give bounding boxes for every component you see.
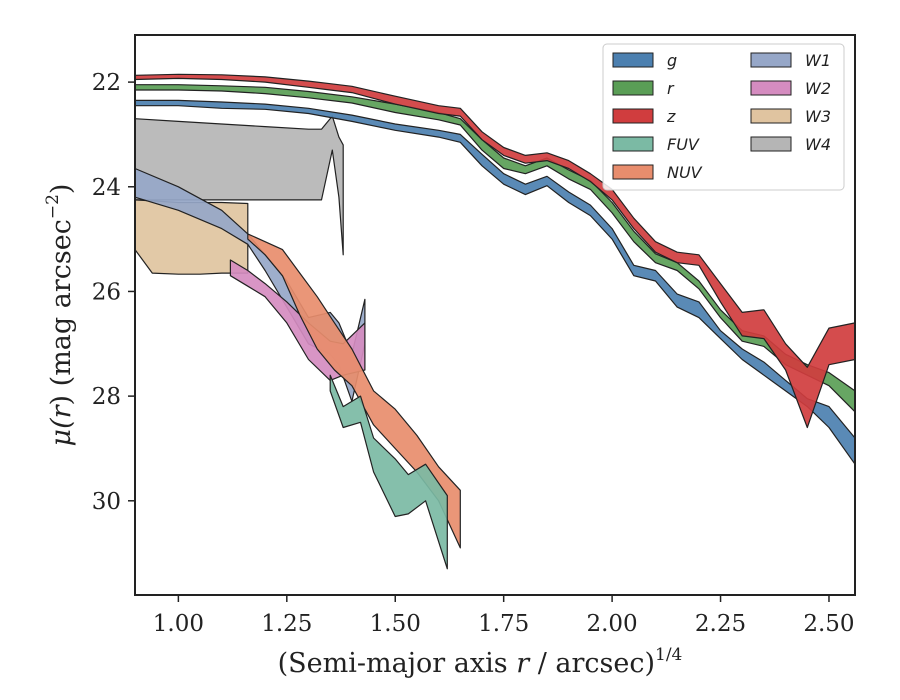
y-tick-label: 26 — [92, 279, 121, 305]
legend-swatch-nuv — [612, 164, 654, 180]
x-tick-label: 1.50 — [370, 611, 421, 637]
x-axis-label-power: 1/4 — [655, 645, 682, 665]
plot-frame — [134, 34, 856, 596]
x-tick-label: 2.00 — [586, 611, 637, 637]
legend-swatch-g — [612, 52, 654, 68]
legend: grz FUV NUV W1 W2 W3 W4 — [602, 43, 845, 191]
y-axis-label-pre: μ( — [46, 417, 77, 447]
y-axis-ticks: 22 24 26 28 30 — [92, 70, 135, 515]
legend-label-fuv: FUV — [667, 135, 700, 154]
x-axis-label: (Semi-major axis r / arcsec)1/4 — [278, 645, 683, 679]
x-axis-ticks: 1.00 1.25 1.50 1.75 2.00 2.25 2.50 — [153, 595, 855, 637]
legend-swatch-w1 — [750, 52, 792, 68]
legend-swatch-w4 — [750, 136, 792, 152]
legend-label-w1: W1 — [805, 51, 831, 70]
x-tick-label: 2.50 — [803, 611, 854, 637]
y-axis-label-post: ) — [46, 184, 77, 195]
y-tick-label: 28 — [92, 384, 121, 410]
y-axis-label-power: −2 — [43, 194, 63, 219]
legend-label-w3: W3 — [805, 107, 831, 126]
x-tick-label: 1.00 — [153, 611, 204, 637]
x-axis-label-text: (Semi-major axis — [278, 648, 517, 679]
x-tick-label: 1.75 — [478, 611, 529, 637]
band-w4 — [134, 115, 344, 256]
x-axis-label-unit: / arcsec) — [529, 648, 655, 679]
x-axis-label-var: r — [516, 648, 531, 679]
legend-label-g: g — [667, 51, 677, 70]
x-tick-label: 1.25 — [261, 611, 312, 637]
legend-swatch-r — [612, 80, 654, 96]
legend-label-w2: W2 — [805, 79, 831, 98]
legend-label-w4: W4 — [805, 135, 831, 154]
legend-label-r: r — [667, 79, 675, 98]
band-nuv — [247, 233, 461, 549]
y-axis-label-mid: ) (mag arcsec — [46, 219, 77, 405]
legend-label-nuv: NUV — [667, 163, 703, 182]
band-fuv — [329, 374, 448, 570]
y-tick-label: 24 — [92, 175, 121, 201]
legend-swatch-fuv — [612, 136, 654, 152]
legend-swatch-z — [612, 108, 654, 124]
y-tick-label: 22 — [92, 70, 121, 96]
y-tick-label: 30 — [92, 489, 121, 515]
y-axis-label-var: r — [46, 403, 77, 418]
x-tick-label: 2.25 — [695, 611, 746, 637]
legend-label-z: z — [666, 107, 676, 126]
legend-swatch-w3 — [750, 108, 792, 124]
legend-swatch-w2 — [750, 80, 792, 96]
y-axis-label: μ(r) (mag arcsec−2) — [43, 184, 77, 447]
